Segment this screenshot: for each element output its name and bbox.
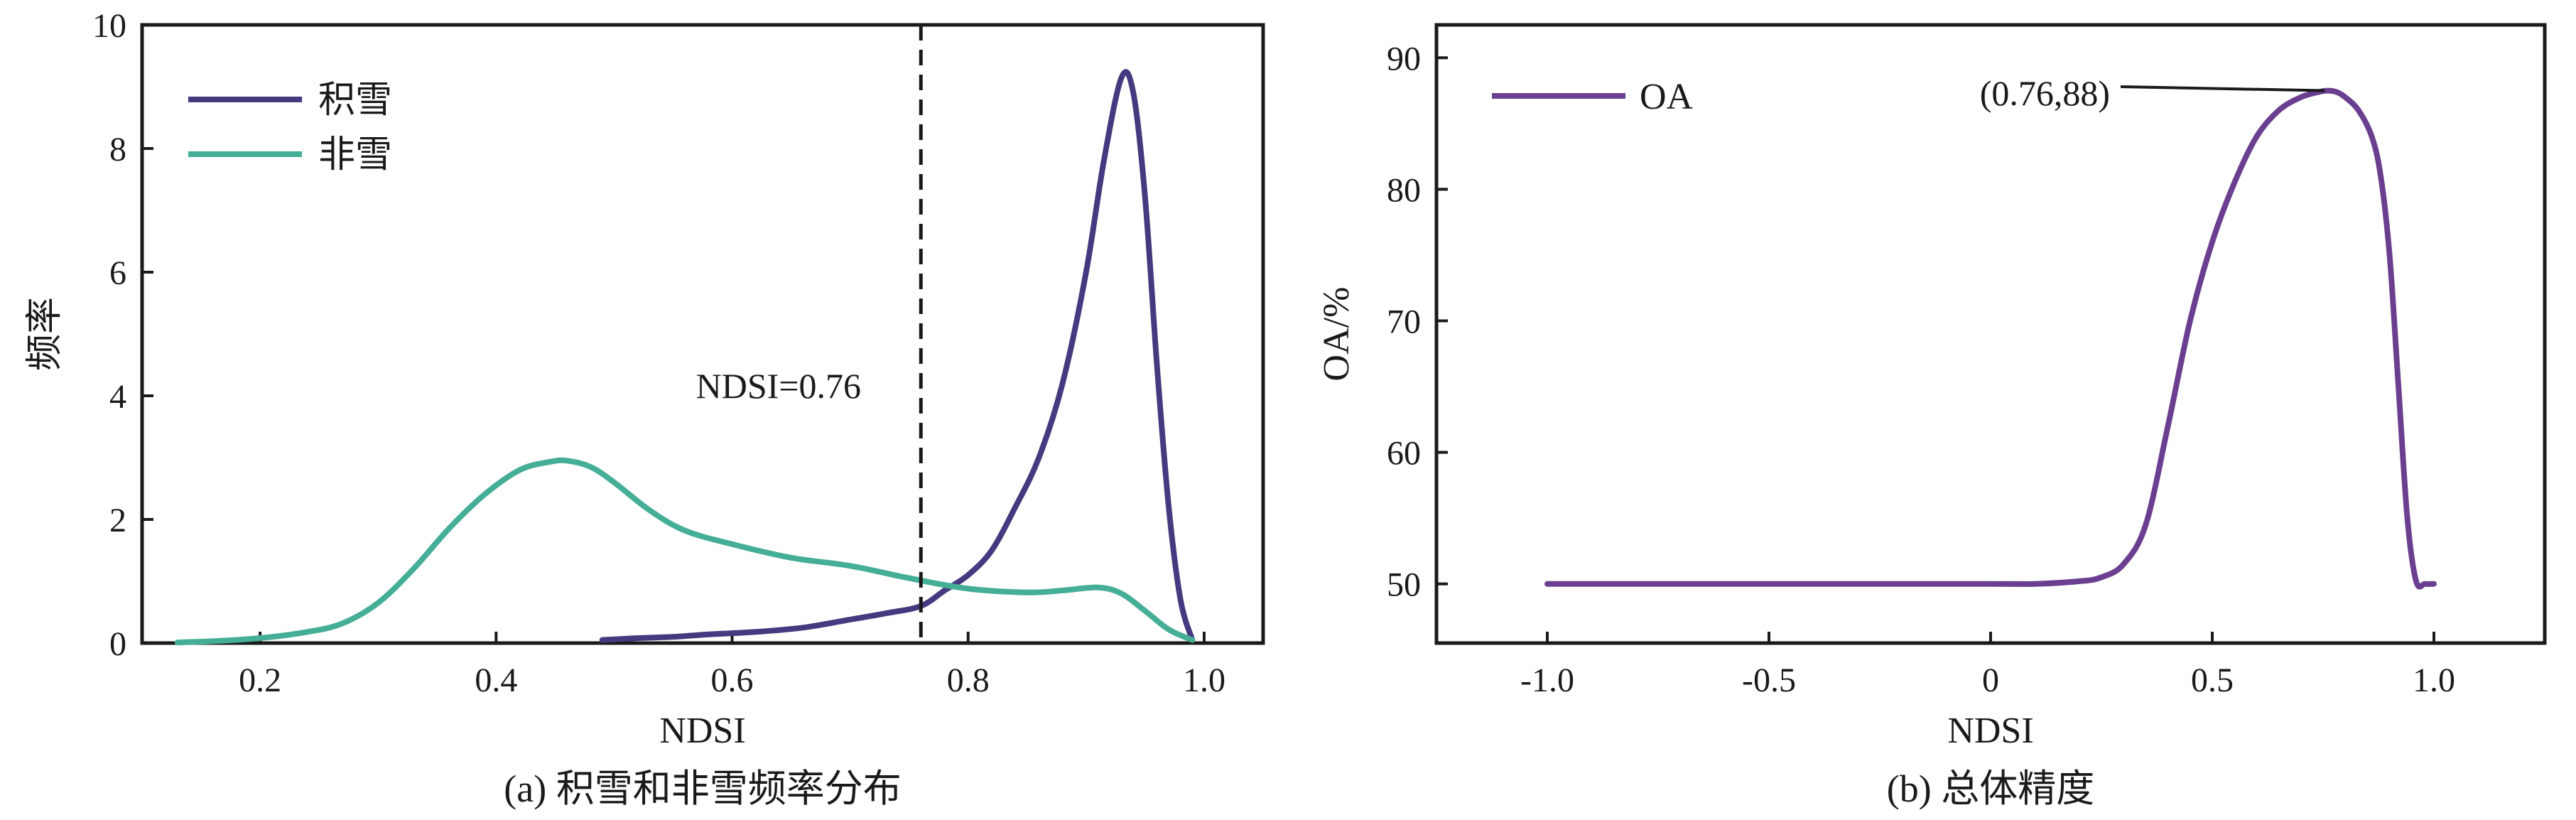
panel-a-series-line-1	[174, 457, 1196, 646]
threshold-label: NDSI=0.76	[696, 366, 861, 406]
panel-a-x-tick-label: 0.4	[475, 662, 517, 699]
panel-b-x-tick-label: 0	[1982, 662, 1999, 699]
panel-a-legend: 积雪 非雪	[188, 80, 392, 176]
panel-b-legend: OA	[1492, 77, 1694, 117]
panel-b-y-tick-label: 80	[1387, 171, 1421, 209]
panel-b-series	[1544, 87, 2437, 590]
panel-a-plot-frame	[140, 23, 1265, 645]
panel-b-y-tick-label: 70	[1387, 303, 1421, 340]
panel-a-y-tick-label: 10	[92, 7, 126, 45]
peak-annotation-label: (0.76,88)	[1980, 73, 2110, 113]
legend-label-oa: OA	[1640, 77, 1694, 117]
panel-b-overall-accuracy: -1.0 -0.5 0 0.5 1.0 50 60 70 80 90 (0.76,88) OA N…	[1316, 23, 2547, 810]
panel-a-x-tick-label: 0.2	[239, 662, 281, 699]
panel-a-y-tick-label: 2	[109, 502, 126, 539]
panel-b-y-tick-label: 90	[1387, 40, 1421, 77]
panel-b-x-tick-label: -1.0	[1520, 662, 1574, 699]
panel-a-frequency-distribution: 0.2 0.4 0.6 0.8 1.0 0 2 4 6 8 10 NDSI=0.76 积雪 非雪 N…	[25, 7, 1265, 810]
panel-a-caption: (a) 积雪和非雪频率分布	[504, 767, 901, 810]
panel-a-series	[174, 69, 1196, 646]
panel-a-ticks: 0.2 0.4 0.6 0.8 1.0 0 2 4 6 8 10	[92, 7, 1225, 699]
panel-b-x-tick-label: -0.5	[1742, 662, 1796, 699]
legend-label-nonsnow: 非雪	[318, 135, 392, 176]
panel-b-y-tick-label: 50	[1387, 566, 1421, 604]
panel-a-x-axis-title: NDSI	[659, 711, 745, 751]
panel-b-x-tick-label: 0.5	[2191, 662, 2234, 699]
panel-b-x-tick-label: 1.0	[2413, 662, 2455, 699]
panel-a-y-tick-label: 8	[109, 131, 126, 168]
panel-a-series-line-0	[599, 69, 1196, 643]
panel-a-x-tick-label: 0.8	[947, 662, 990, 699]
panel-a-y-tick-label: 4	[109, 378, 126, 416]
panel-a-y-axis-title: 频率	[25, 297, 65, 371]
panel-b-y-tick-label: 60	[1387, 435, 1421, 473]
panel-a-y-tick-label: 0	[109, 625, 126, 663]
panel-b-plot-frame	[1434, 23, 2547, 645]
panel-b-y-axis-title: OA/%	[1316, 287, 1357, 382]
panel-a-x-tick-label: 0.6	[711, 662, 754, 699]
legend-label-snow: 积雪	[318, 80, 392, 121]
panel-a-y-tick-label: 6	[109, 254, 126, 292]
panel-b-caption: (b) 总体精度	[1887, 767, 2094, 810]
panel-b-x-axis-title: NDSI	[1947, 711, 2033, 751]
panel-b-ticks: -1.0 -0.5 0 0.5 1.0 50 60 70 80 90	[1387, 40, 2455, 699]
panel-b-series-line-0	[1544, 87, 2437, 590]
peak-annotation-leader	[2120, 85, 2325, 92]
panel-a-x-tick-label: 1.0	[1183, 662, 1225, 699]
